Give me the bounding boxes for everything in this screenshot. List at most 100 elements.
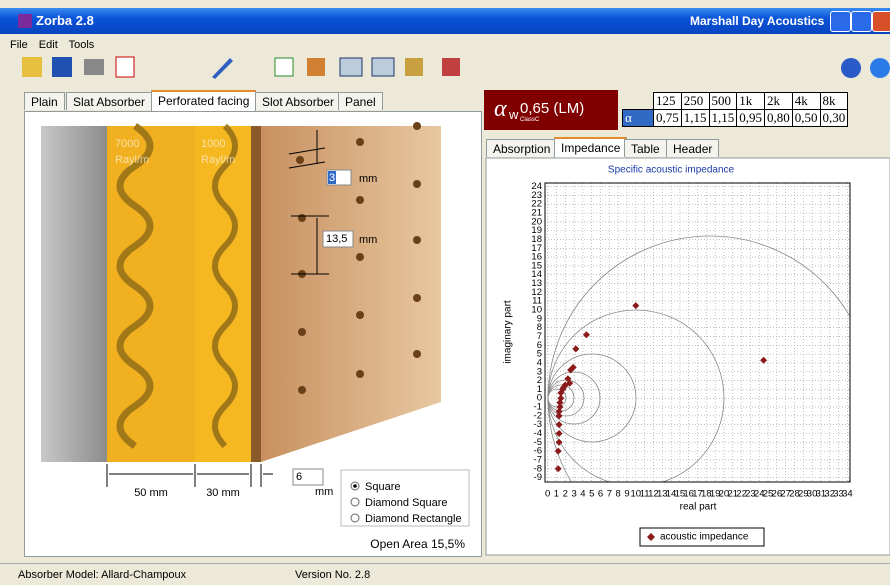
pdf-icon[interactable] [115,56,135,78]
title-bar: Zorba 2.8 Marshall Day Acoustics [0,8,890,34]
chart-title: Specific acoustic impedance [608,165,735,176]
x-tick-label: 9 [624,489,629,500]
data-point [557,394,565,402]
y-tick-label: 8 [537,322,542,333]
y-tick-label: 14 [531,269,542,280]
tab[interactable]: Plain [24,92,65,110]
export-icon[interactable] [442,58,460,76]
x-tick-label: 32 [824,489,835,500]
y-tick-label: 19 [531,225,542,236]
tab[interactable]: Slot Absorber [255,92,342,110]
pen-icon[interactable] [212,58,233,79]
spacing-input[interactable] [322,230,354,248]
data-point [572,345,580,353]
menu-item[interactable]: Edit [38,39,58,51]
layer-label: Rayl/m [115,154,149,166]
help-icon[interactable] [841,58,861,78]
data-point [560,384,568,392]
x-tick-label: 28 [789,489,800,500]
freq-header: 1k [736,92,765,110]
alpha-value: 1,15 [708,109,738,127]
radio[interactable] [350,513,360,523]
y-tick-label: 7 [537,331,542,342]
menu-item[interactable]: Tools [68,39,95,51]
y-tick-label: 10 [531,305,542,316]
y-tick-label: 24 [531,181,542,192]
facing-input[interactable] [292,468,324,486]
data-point [555,429,563,437]
alpha-value: 1,15 [680,109,710,127]
facing-thickness[interactable]: 6 [296,471,302,483]
y-tick-label: 13 [531,278,542,289]
y-tick-label: -9 [534,472,542,483]
x-tick-label: 3 [571,489,576,500]
minimize-button[interactable] [830,11,851,32]
graph-icon[interactable] [371,57,395,77]
x-tick-label: 33 [833,489,844,500]
maximize-button[interactable] [851,11,872,32]
corner [622,92,654,110]
x-tick-label: 2 [563,489,568,500]
spacing[interactable]: 13,5 [326,233,347,245]
tree-icon[interactable] [405,58,423,76]
x-tick-label: 23 [745,489,756,500]
tab[interactable]: Absorption [486,139,558,157]
open-area: Open Area 15,5% [370,537,465,551]
y-tick-label: 3 [537,366,542,377]
company: Marshall Day Acoustics [690,14,825,28]
refresh-icon[interactable] [274,57,294,77]
tab[interactable]: Slat Absorber [66,92,153,110]
data-point [569,363,577,371]
tab-active[interactable]: Impedance [554,137,628,158]
y-tick-label: 18 [531,234,542,245]
book-icon[interactable] [307,58,325,76]
info-icon[interactable] [870,58,890,78]
y-axis-label: imaginary part [503,300,514,364]
data-point [554,447,562,455]
print-icon[interactable] [84,59,104,75]
x-axis-label: real part [680,502,717,513]
data-point [555,421,563,429]
unit: mm [359,173,377,185]
data-point [632,302,640,310]
pattern-option[interactable]: Square [365,481,400,493]
x-tick-label: 10 [631,489,642,500]
radio[interactable] [350,497,360,507]
facing [261,126,441,462]
freq-header: 2k [764,92,793,110]
y-tick-label: 6 [537,340,542,351]
row-label: α [622,109,654,127]
alpha-value: 0,50 [791,109,821,127]
layer-label: 7000 [115,138,139,150]
alpha-value: 0,95 [736,109,765,127]
legend-label: acoustic impedance [660,532,749,543]
close-button[interactable] [872,11,890,32]
x-tick-label: 34 [842,489,853,500]
facing-edge [251,126,261,462]
pattern-option[interactable]: Diamond Rectangle [365,513,462,525]
y-tick-label: 5 [537,349,542,360]
tab[interactable]: Header [666,139,720,157]
data-point [760,356,768,364]
data-point [564,375,572,383]
tab[interactable]: Table [624,139,667,157]
holes [296,122,421,394]
freq-header: 4k [791,92,821,110]
hole-diameter[interactable]: 3 [329,172,335,184]
wave [116,123,154,449]
save-icon[interactable] [52,57,72,77]
graph-icon[interactable] [339,57,363,77]
menu-item[interactable]: File [10,39,28,51]
y-tick-label: 22 [531,199,542,210]
data-point [556,399,564,407]
open-icon[interactable] [22,57,42,77]
x-tick-label: 21 [727,489,738,500]
alpha-value: 0,75 [653,109,682,127]
tab-active[interactable]: Perforated facing [151,90,257,111]
pattern-option[interactable]: Diamond Square [365,497,448,509]
x-tick-label: 24 [754,489,765,500]
absorber-drawing: 7000 Rayl/m 1000 Rayl/m 3 mm 13,5 mm 50 … [24,111,482,557]
left-tab-strip: Plain Slat Absorber Perforated facing Sl… [24,90,484,112]
y-tick-label: 9 [537,313,542,324]
tab[interactable]: Panel [338,92,383,110]
